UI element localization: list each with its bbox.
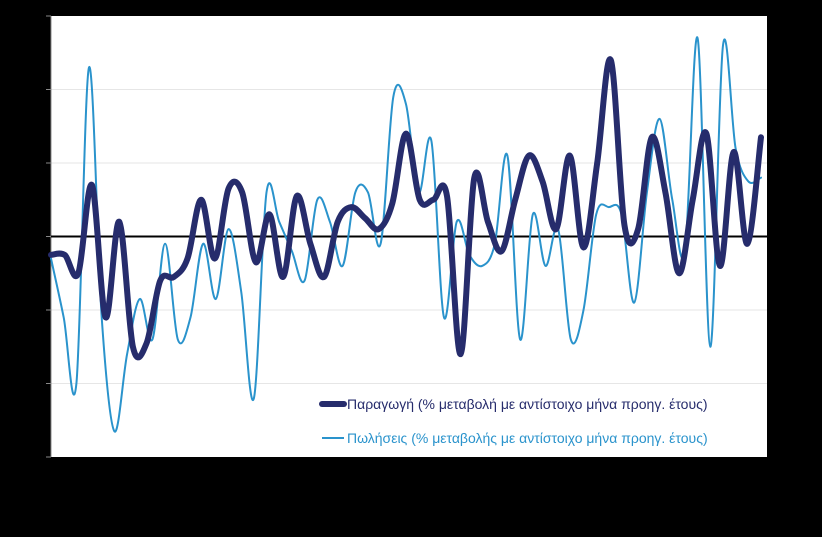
series-layer	[48, 36, 764, 433]
legend: Παραγωγή (% μεταβολή με αντίστοιχο μήνα …	[319, 396, 708, 446]
y-axis-ticks	[46, 15, 51, 458]
series-production-line	[48, 56, 764, 361]
legend-label-sales: Πωλήσεις (% μεταβολής με αντίστοιχο μήνα…	[347, 430, 708, 446]
legend-label-production: Παραγωγή (% μεταβολή με αντίστοιχο μήνα …	[347, 396, 708, 412]
